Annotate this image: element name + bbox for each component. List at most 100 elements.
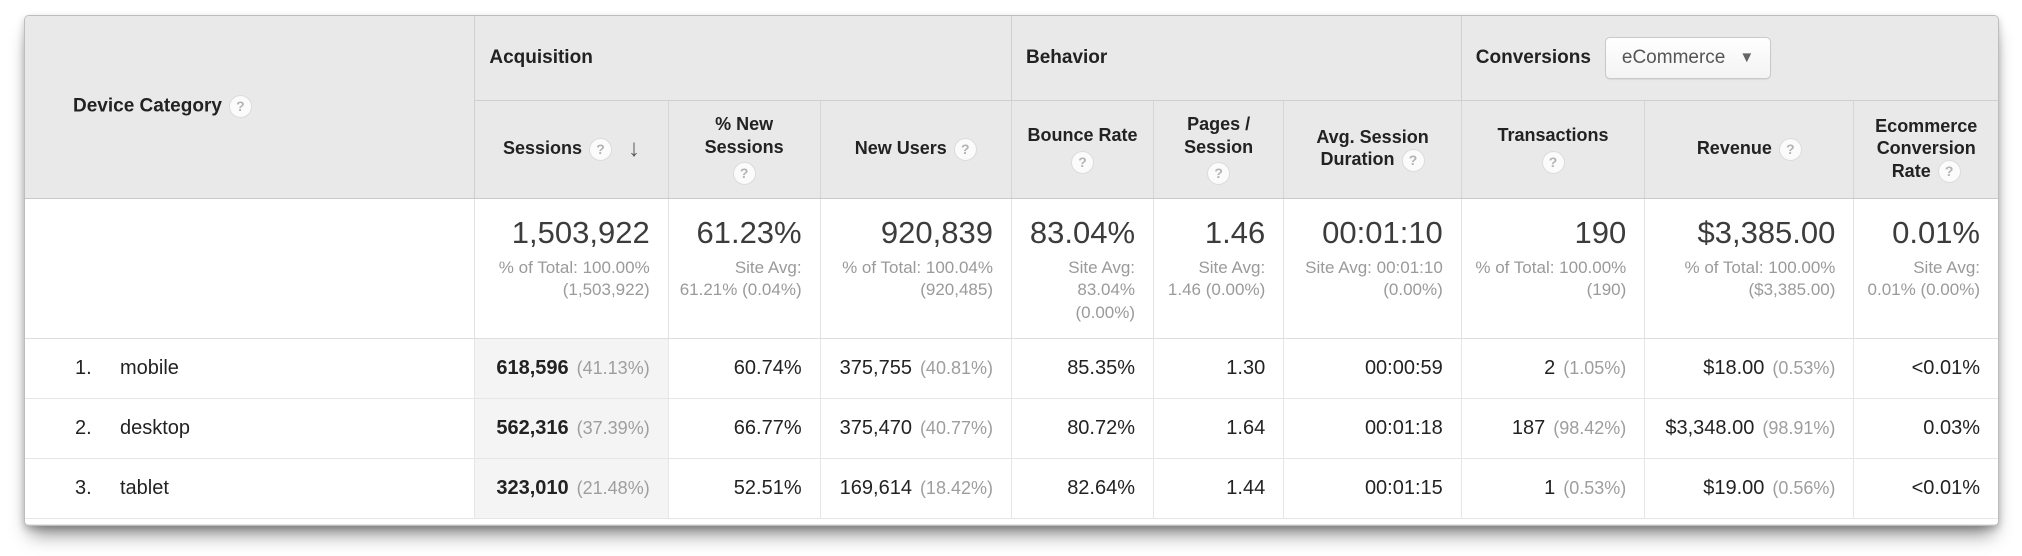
sessions-value: 562,316	[496, 416, 569, 439]
new-users-pct: (18.42%)	[919, 477, 993, 498]
group-header-row: Device Category? Acquisition Behavior Co…	[25, 16, 1998, 199]
avg-session-duration-header-label: Avg. Session Duration	[1316, 126, 1429, 170]
transactions-header-label: Transactions	[1497, 125, 1609, 146]
help-icon[interactable]: ?	[953, 137, 977, 161]
cell-avg-session-duration: 00:01:18	[1283, 398, 1462, 459]
total-subtext: Site Avg: 0.01% (0.00%)	[1867, 257, 1980, 300]
duration-value: 00:01:18	[1364, 416, 1443, 439]
total-subtext: % of Total: 100.00% (1,503,922)	[498, 257, 650, 300]
total-value: 920,839	[880, 214, 993, 250]
help-icon[interactable]: ?	[1937, 160, 1961, 184]
row-index: 2.	[75, 416, 92, 439]
help-icon[interactable]: ?	[1541, 150, 1565, 174]
sessions-pct: (21.48%)	[576, 477, 650, 498]
sessions-value: 323,010	[496, 476, 569, 499]
goal-set-dropdown[interactable]: eCommerce ▼	[1604, 36, 1772, 79]
help-icon[interactable]: ?	[1778, 137, 1802, 161]
metric-header-row: Sessions? ↓ % New Sessions? New Users? Bo…	[25, 100, 1998, 199]
column-header-pages-session[interactable]: Pages / Session?	[1153, 100, 1285, 199]
row-index: 1.	[75, 356, 92, 379]
column-header-device-category: Device Category?	[25, 16, 476, 199]
device-name: tablet	[120, 476, 169, 499]
new-users-pct: (40.77%)	[919, 417, 993, 438]
total-value: $3,385.00	[1697, 214, 1836, 250]
transactions-value: 1	[1544, 476, 1556, 499]
group-header-behavior: Behavior	[1011, 16, 1462, 101]
group-header-acquisition: Acquisition	[474, 16, 1012, 101]
cell-avg-session-duration: 00:00:59	[1283, 338, 1462, 399]
new-users-header-label: New Users	[854, 138, 947, 159]
cell-pages-session: 1.64	[1153, 398, 1285, 459]
cell-new-sessions: 66.77%	[668, 398, 821, 459]
totals-new-sessions: 61.23% Site Avg: 61.21% (0.04%)	[668, 198, 821, 339]
cell-pages-session: 1.30	[1153, 338, 1285, 399]
total-value: 0.01%	[1892, 214, 1980, 250]
table-row: 3. tablet 323,010 (21.48%) 52.51% 169,614 (…	[25, 458, 1998, 519]
bounce-value: 85.35%	[1067, 356, 1136, 379]
totals-avg-session-duration: 00:01:10 Site Avg: 00:01:10 (0.00%)	[1283, 198, 1462, 339]
cell-ecommerce-conversion-rate: <0.01%	[1853, 338, 1998, 399]
total-value: 1,503,922	[511, 214, 650, 250]
row-index: 3.	[75, 476, 92, 499]
help-icon[interactable]: ?	[589, 137, 613, 161]
device-name: mobile	[120, 356, 179, 379]
help-icon[interactable]: ?	[1071, 150, 1094, 174]
column-header-avg-session-duration[interactable]: Avg. Session Duration?	[1283, 100, 1462, 199]
cell-new-users: 375,470 (40.77%)	[820, 398, 1012, 459]
new-users-value: 169,614	[839, 476, 912, 499]
column-header-transactions[interactable]: Transactions?	[1461, 100, 1646, 199]
totals-sessions: 1,503,922 % of Total: 100.00% (1,503,922…	[474, 198, 669, 339]
cell-device: 1. mobile	[25, 338, 476, 399]
column-header-new-sessions[interactable]: % New Sessions?	[668, 100, 821, 199]
revenue-header-label: Revenue	[1696, 138, 1772, 159]
new-users-pct: (40.81%)	[919, 357, 993, 378]
cell-revenue: $19.00 (0.56%)	[1644, 458, 1855, 519]
column-header-revenue[interactable]: Revenue?	[1644, 100, 1855, 199]
cell-new-users: 375,755 (40.81%)	[820, 338, 1012, 399]
analytics-table: Device Category? Acquisition Behavior Co…	[24, 15, 1999, 526]
ecomm-value: <0.01%	[1911, 356, 1980, 379]
transactions-value: 187	[1511, 416, 1546, 439]
transactions-value: 2	[1544, 356, 1556, 379]
cell-transactions: 1 (0.53%)	[1461, 458, 1646, 519]
chevron-down-icon: ▼	[1739, 49, 1755, 67]
totals-new-users: 920,839 % of Total: 100.04% (920,485)	[820, 198, 1012, 339]
help-icon[interactable]: ?	[1401, 149, 1425, 173]
cell-sessions: 618,596 (41.13%)	[474, 338, 669, 399]
bounce-rate-header-label: Bounce Rate	[1027, 125, 1138, 146]
column-header-bounce-rate[interactable]: Bounce Rate?	[1011, 100, 1155, 199]
cell-new-sessions: 60.74%	[668, 338, 821, 399]
column-header-sessions[interactable]: Sessions? ↓	[474, 100, 669, 199]
revenue-pct: (0.53%)	[1772, 357, 1836, 378]
pages-value: 1.64	[1226, 416, 1266, 439]
total-value: 190	[1574, 214, 1627, 250]
bounce-value: 80.72%	[1067, 416, 1136, 439]
dropdown-value: eCommerce	[1621, 46, 1726, 68]
cell-revenue: $18.00 (0.53%)	[1644, 338, 1855, 399]
sessions-pct: (37.39%)	[576, 417, 650, 438]
revenue-value: $19.00	[1703, 476, 1765, 499]
revenue-value: $18.00	[1703, 356, 1765, 379]
column-header-new-users[interactable]: New Users?	[820, 100, 1012, 199]
total-subtext: Site Avg: 61.21% (0.04%)	[679, 257, 802, 300]
cell-new-sessions: 52.51%	[668, 458, 821, 519]
cell-transactions: 187 (98.42%)	[1461, 398, 1646, 459]
new-users-value: 375,470	[839, 416, 912, 439]
sessions-header-label: Sessions	[503, 137, 583, 158]
total-value: 00:01:10	[1322, 214, 1443, 250]
help-icon[interactable]: ?	[1207, 162, 1231, 185]
total-subtext: Site Avg: 00:01:10 (0.00%)	[1305, 257, 1443, 300]
conversions-label: Conversions	[1475, 46, 1591, 68]
ecomm-value: <0.01%	[1911, 476, 1980, 499]
cell-bounce-rate: 82.64%	[1011, 458, 1155, 519]
totals-bounce-rate: 83.04% Site Avg: 83.04% (0.00%)	[1011, 198, 1155, 339]
column-header-ecommerce-conversion-rate[interactable]: Ecommerce Conversion Rate?	[1853, 100, 1998, 199]
total-value: 83.04%	[1029, 214, 1136, 250]
cell-revenue: $3,348.00 (98.91%)	[1644, 398, 1855, 459]
help-icon[interactable]: ?	[228, 95, 252, 119]
table-row: 1. mobile 618,596 (41.13%) 60.74% 375,755 (…	[25, 338, 1998, 399]
ecommerce-rate-header-label: Ecommerce Conversion Rate	[1875, 115, 1978, 181]
help-icon[interactable]: ?	[732, 162, 756, 185]
new-sessions-value: 60.74%	[733, 356, 802, 379]
revenue-pct: (0.56%)	[1772, 477, 1836, 498]
